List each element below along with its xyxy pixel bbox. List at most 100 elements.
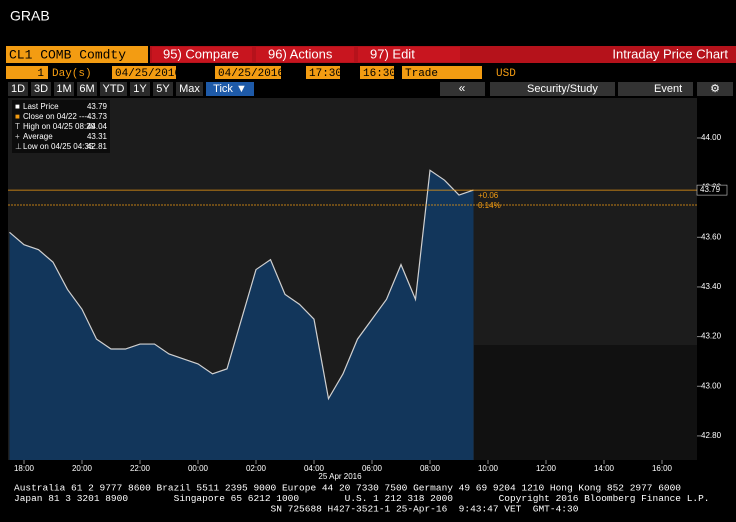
change-annotation: +0.06 xyxy=(478,191,499,200)
legend-label: Average xyxy=(23,132,53,141)
range-label[interactable]: 3D xyxy=(34,83,48,95)
legend-icon: ■ xyxy=(15,112,20,121)
legend-box xyxy=(12,100,110,153)
period-unit: Day(s) xyxy=(52,68,92,80)
study[interactable]: Security/Study xyxy=(527,83,598,95)
x-tick-label: 20:00 xyxy=(72,464,93,473)
range-button[interactable] xyxy=(100,82,127,96)
security-field[interactable] xyxy=(6,46,148,63)
y-tick-label: 43.60 xyxy=(701,232,722,241)
range-label[interactable]: 5Y xyxy=(156,83,170,95)
footer-line: SN 725688 H427-3521-1 25-Apr-16 9:43:47 … xyxy=(14,504,579,515)
x-tick-label: 04:00 xyxy=(304,464,325,473)
range-label[interactable]: YTD xyxy=(103,83,125,95)
area-fill xyxy=(9,170,474,460)
compare-button[interactable] xyxy=(152,47,252,62)
legend-value: 43.73 xyxy=(87,112,108,121)
start-time[interactable]: 17:30 xyxy=(309,68,342,80)
event-button[interactable] xyxy=(618,82,693,96)
range-button[interactable] xyxy=(54,82,74,96)
x-tick-label: 16:00 xyxy=(652,464,673,473)
range-label[interactable]: 6M xyxy=(79,83,94,95)
range-button[interactable] xyxy=(8,82,28,96)
start-date-field[interactable] xyxy=(112,66,176,79)
legend-icon: + xyxy=(15,132,20,141)
end-date[interactable]: 04/25/2016 xyxy=(218,68,284,80)
x-tick-label: 02:00 xyxy=(246,464,267,473)
end-time[interactable]: 16:30 xyxy=(363,68,396,80)
range-label[interactable]: Max xyxy=(179,83,200,95)
last-price-tag xyxy=(696,184,728,196)
legend-value: 43.79 xyxy=(87,102,108,111)
currency: USD xyxy=(496,68,516,80)
legend-icon: T xyxy=(15,122,20,131)
legend: ■ Last Price 43.79 ■ Close on 04/22 ----43.7… xyxy=(15,102,108,151)
legend-label: Low on 04/25 04:35 xyxy=(23,142,94,151)
y-tick-label: 44.00 xyxy=(701,133,722,142)
settings-icon[interactable]: ⚙ xyxy=(710,83,720,95)
x-tick-label: 08:00 xyxy=(420,464,441,473)
range-button[interactable] xyxy=(77,82,97,96)
plot: 42.8043.0043.2043.4043.6043.8044.0018:00… xyxy=(8,133,728,473)
range-button[interactable] xyxy=(206,82,254,96)
edit-button[interactable] xyxy=(358,47,460,62)
footer-line: Australia 61 2 9777 8600 Brazil 5511 239… xyxy=(14,483,681,494)
range-label[interactable]: 1Y xyxy=(133,83,147,95)
change-pct-annotation: 0.14% xyxy=(478,201,501,210)
range-button[interactable] xyxy=(176,82,203,96)
legend-icon: ■ xyxy=(15,102,20,111)
x-tick-label: 10:00 xyxy=(478,464,499,473)
function-title: Intraday Price Chart xyxy=(612,46,728,61)
range-label[interactable]: 1M xyxy=(56,83,71,95)
legend-label: Last Price xyxy=(23,102,59,111)
compare[interactable]: 95) Compare xyxy=(163,46,239,61)
plot-shade xyxy=(474,345,697,460)
y-tick-label: 43.40 xyxy=(701,282,722,291)
scroll-icon[interactable]: « xyxy=(459,81,466,95)
legend-value: 43.31 xyxy=(87,132,108,141)
end-time-field[interactable] xyxy=(360,66,394,79)
period-count-field[interactable] xyxy=(6,66,48,79)
range-buttons: 1D 3D 1M 6M YTD 1Y 5Y Max Tick ▼ xyxy=(8,82,254,96)
scroll-button[interactable] xyxy=(440,82,485,96)
security[interactable]: CL1 COMB Comdty xyxy=(9,47,126,62)
x-tick-label: 12:00 xyxy=(536,464,557,473)
event[interactable]: Event xyxy=(654,83,682,95)
range-label[interactable]: Tick ▼ xyxy=(213,83,247,95)
legend-value: 44.04 xyxy=(87,122,108,131)
x-tick-label: 00:00 xyxy=(188,464,209,473)
y-tick-label: 43.20 xyxy=(701,332,722,341)
y-tick-label: 43.00 xyxy=(701,381,722,390)
actions[interactable]: 96) Actions xyxy=(268,46,333,61)
legend-label: High on 04/25 08:29 xyxy=(23,122,96,131)
field[interactable]: Trade xyxy=(405,68,438,80)
range-button[interactable] xyxy=(31,82,51,96)
x-tick-label: 14:00 xyxy=(594,464,615,473)
y-tick-label: 42.80 xyxy=(701,431,722,440)
range-label[interactable]: 1D xyxy=(11,83,25,95)
period-count[interactable]: 1 xyxy=(37,68,44,80)
price-line xyxy=(9,169,474,401)
range-button[interactable] xyxy=(153,82,173,96)
x-tick-label: 06:00 xyxy=(362,464,383,473)
x-tick-label: 18:00 xyxy=(14,464,35,473)
settings-button[interactable] xyxy=(697,82,733,96)
window-title: GRAB xyxy=(10,8,50,24)
last-price-tag-label: 43.79 xyxy=(700,185,721,194)
start-time-field[interactable] xyxy=(306,66,340,79)
end-date-field[interactable] xyxy=(215,66,281,79)
field-select[interactable] xyxy=(402,66,482,79)
legend-value: 42.81 xyxy=(87,142,108,151)
footer: Australia 61 2 9777 8600 Brazil 5511 239… xyxy=(14,483,710,515)
legend-icon: ⊥ xyxy=(15,142,22,151)
actions-button[interactable] xyxy=(256,47,354,62)
study-button[interactable] xyxy=(490,82,615,96)
start-date[interactable]: 04/25/2016 xyxy=(115,68,181,80)
range-button[interactable] xyxy=(130,82,150,96)
x-tick-label: 22:00 xyxy=(130,464,151,473)
edit[interactable]: 97) Edit xyxy=(370,46,415,61)
date-label: 25 Apr 2016 xyxy=(318,472,362,481)
legend-label: Close on 04/22 ---- xyxy=(23,112,90,121)
footer-line: Japan 81 3 3201 8900 Singapore 65 6212 1… xyxy=(14,493,710,504)
